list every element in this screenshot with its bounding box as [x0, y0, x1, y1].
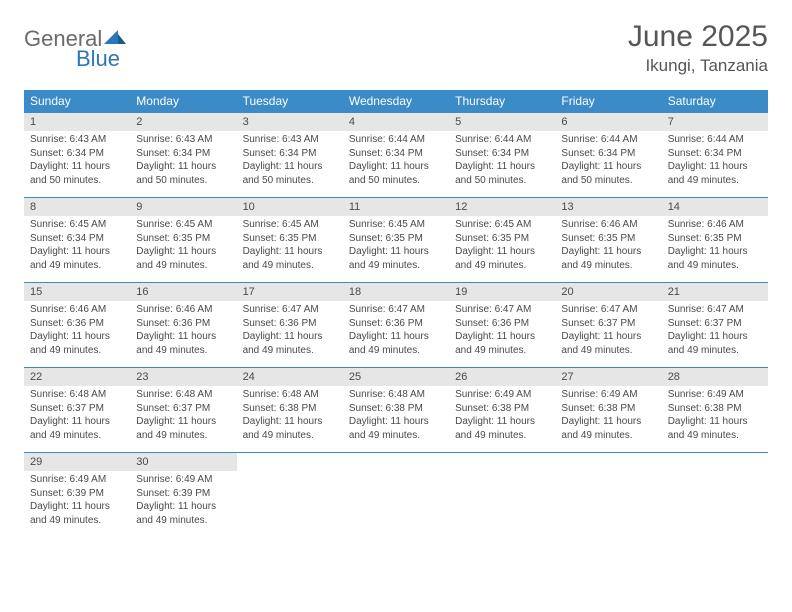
day-number-cell: 24: [237, 368, 343, 386]
day-number-cell: [555, 453, 661, 471]
day-data-cell: Sunrise: 6:43 AMSunset: 6:34 PMDaylight:…: [237, 131, 343, 198]
day-number-cell: [343, 453, 449, 471]
day-data-cell: Sunrise: 6:45 AMSunset: 6:35 PMDaylight:…: [237, 216, 343, 283]
day-number-cell: 1: [24, 113, 130, 131]
logo-text-blue: Blue: [76, 46, 120, 71]
day-data-cell: Sunrise: 6:44 AMSunset: 6:34 PMDaylight:…: [449, 131, 555, 198]
day-data-cell: Sunrise: 6:47 AMSunset: 6:36 PMDaylight:…: [449, 301, 555, 368]
day-number-cell: 6: [555, 113, 661, 131]
day-data-cell: Sunrise: 6:47 AMSunset: 6:36 PMDaylight:…: [237, 301, 343, 368]
day-number-cell: 9: [130, 198, 236, 216]
day-data-cell: Sunrise: 6:46 AMSunset: 6:35 PMDaylight:…: [662, 216, 768, 283]
day-data-cell: Sunrise: 6:48 AMSunset: 6:37 PMDaylight:…: [130, 386, 236, 453]
day-number-cell: 28: [662, 368, 768, 386]
day-data-cell: Sunrise: 6:45 AMSunset: 6:35 PMDaylight:…: [343, 216, 449, 283]
day-number-cell: 12: [449, 198, 555, 216]
day-data-cell: Sunrise: 6:45 AMSunset: 6:34 PMDaylight:…: [24, 216, 130, 283]
day-data-row: Sunrise: 6:46 AMSunset: 6:36 PMDaylight:…: [24, 301, 768, 368]
day-data-cell: Sunrise: 6:47 AMSunset: 6:37 PMDaylight:…: [662, 301, 768, 368]
day-number-cell: 11: [343, 198, 449, 216]
day-number-cell: 25: [343, 368, 449, 386]
day-data-row: Sunrise: 6:49 AMSunset: 6:39 PMDaylight:…: [24, 471, 768, 537]
weekday-wednesday: Wednesday: [343, 90, 449, 113]
day-number-cell: 22: [24, 368, 130, 386]
day-number-cell: 8: [24, 198, 130, 216]
weekday-tuesday: Tuesday: [237, 90, 343, 113]
day-number-cell: 20: [555, 283, 661, 301]
day-number-cell: 26: [449, 368, 555, 386]
day-data-cell: [662, 471, 768, 537]
day-data-cell: Sunrise: 6:49 AMSunset: 6:39 PMDaylight:…: [130, 471, 236, 537]
day-number-cell: 23: [130, 368, 236, 386]
day-data-row: Sunrise: 6:48 AMSunset: 6:37 PMDaylight:…: [24, 386, 768, 453]
day-data-cell: Sunrise: 6:49 AMSunset: 6:38 PMDaylight:…: [449, 386, 555, 453]
day-data-cell: Sunrise: 6:48 AMSunset: 6:38 PMDaylight:…: [343, 386, 449, 453]
day-data-cell: Sunrise: 6:48 AMSunset: 6:38 PMDaylight:…: [237, 386, 343, 453]
day-number-cell: 15: [24, 283, 130, 301]
day-number-cell: 5: [449, 113, 555, 131]
day-number-cell: 21: [662, 283, 768, 301]
weekday-monday: Monday: [130, 90, 236, 113]
day-data-cell: Sunrise: 6:45 AMSunset: 6:35 PMDaylight:…: [449, 216, 555, 283]
weekday-saturday: Saturday: [662, 90, 768, 113]
day-number-cell: 4: [343, 113, 449, 131]
day-number-cell: 14: [662, 198, 768, 216]
weekday-friday: Friday: [555, 90, 661, 113]
calendar-table: SundayMondayTuesdayWednesdayThursdayFrid…: [24, 90, 768, 537]
header: GeneralBlue June 2025 Ikungi, Tanzania: [24, 20, 768, 76]
day-number-cell: 27: [555, 368, 661, 386]
day-number-cell: 17: [237, 283, 343, 301]
day-data-cell: [555, 471, 661, 537]
day-number-cell: 7: [662, 113, 768, 131]
weekday-sunday: Sunday: [24, 90, 130, 113]
day-data-cell: Sunrise: 6:44 AMSunset: 6:34 PMDaylight:…: [555, 131, 661, 198]
day-number-cell: 18: [343, 283, 449, 301]
day-number-cell: 16: [130, 283, 236, 301]
day-data-cell: Sunrise: 6:46 AMSunset: 6:36 PMDaylight:…: [24, 301, 130, 368]
day-number-row: 1234567: [24, 113, 768, 131]
weekday-thursday: Thursday: [449, 90, 555, 113]
day-number-cell: [237, 453, 343, 471]
day-number-cell: 30: [130, 453, 236, 471]
day-data-cell: Sunrise: 6:49 AMSunset: 6:38 PMDaylight:…: [662, 386, 768, 453]
day-number-cell: 10: [237, 198, 343, 216]
month-title: June 2025: [628, 20, 768, 54]
location: Ikungi, Tanzania: [628, 56, 768, 76]
day-data-row: Sunrise: 6:43 AMSunset: 6:34 PMDaylight:…: [24, 131, 768, 198]
day-data-cell: [237, 471, 343, 537]
day-number-row: 891011121314: [24, 198, 768, 216]
day-data-cell: Sunrise: 6:45 AMSunset: 6:35 PMDaylight:…: [130, 216, 236, 283]
day-data-cell: Sunrise: 6:44 AMSunset: 6:34 PMDaylight:…: [343, 131, 449, 198]
day-number-cell: 3: [237, 113, 343, 131]
day-data-cell: Sunrise: 6:43 AMSunset: 6:34 PMDaylight:…: [130, 131, 236, 198]
day-data-cell: Sunrise: 6:44 AMSunset: 6:34 PMDaylight:…: [662, 131, 768, 198]
day-data-cell: [449, 471, 555, 537]
day-number-cell: 19: [449, 283, 555, 301]
day-data-cell: Sunrise: 6:43 AMSunset: 6:34 PMDaylight:…: [24, 131, 130, 198]
day-number-row: 2930: [24, 453, 768, 471]
day-number-cell: 13: [555, 198, 661, 216]
day-number-row: 15161718192021: [24, 283, 768, 301]
day-data-cell: Sunrise: 6:48 AMSunset: 6:37 PMDaylight:…: [24, 386, 130, 453]
day-data-cell: Sunrise: 6:46 AMSunset: 6:36 PMDaylight:…: [130, 301, 236, 368]
day-data-cell: Sunrise: 6:49 AMSunset: 6:39 PMDaylight:…: [24, 471, 130, 537]
day-number-cell: [662, 453, 768, 471]
day-number-row: 22232425262728: [24, 368, 768, 386]
day-data-row: Sunrise: 6:45 AMSunset: 6:34 PMDaylight:…: [24, 216, 768, 283]
day-number-cell: [449, 453, 555, 471]
logo-mark-icon: [104, 30, 126, 44]
day-number-cell: 29: [24, 453, 130, 471]
day-data-cell: Sunrise: 6:47 AMSunset: 6:37 PMDaylight:…: [555, 301, 661, 368]
weekday-header-row: SundayMondayTuesdayWednesdayThursdayFrid…: [24, 90, 768, 113]
day-number-cell: 2: [130, 113, 236, 131]
day-data-cell: Sunrise: 6:46 AMSunset: 6:35 PMDaylight:…: [555, 216, 661, 283]
day-data-cell: Sunrise: 6:47 AMSunset: 6:36 PMDaylight:…: [343, 301, 449, 368]
day-data-cell: Sunrise: 6:49 AMSunset: 6:38 PMDaylight:…: [555, 386, 661, 453]
logo: GeneralBlue: [24, 20, 126, 72]
title-block: June 2025 Ikungi, Tanzania: [628, 20, 768, 76]
day-data-cell: [343, 471, 449, 537]
